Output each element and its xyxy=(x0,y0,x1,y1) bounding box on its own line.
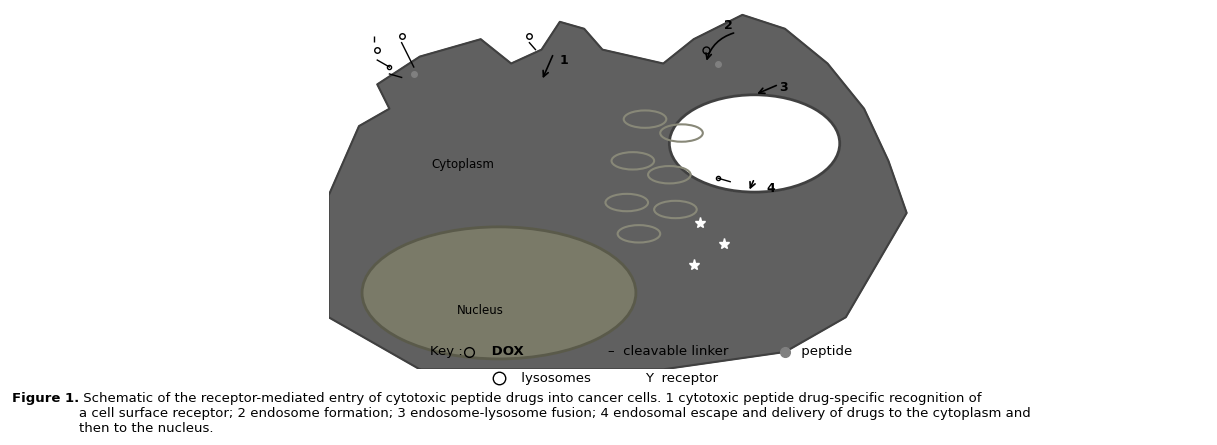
Text: DOX: DOX xyxy=(487,345,523,358)
Circle shape xyxy=(669,95,840,192)
Text: 2: 2 xyxy=(724,19,733,32)
Text: lysosomes: lysosomes xyxy=(517,372,591,385)
Text: 1: 1 xyxy=(560,53,568,67)
Text: –  cleavable linker: – cleavable linker xyxy=(608,345,729,358)
Text: Key :: Key : xyxy=(430,345,462,358)
Text: Y  receptor: Y receptor xyxy=(645,372,718,385)
Text: peptide: peptide xyxy=(797,345,852,358)
Text: 3: 3 xyxy=(779,81,787,94)
Text: Cytoplasm: Cytoplasm xyxy=(431,158,494,171)
Text: Nucleus: Nucleus xyxy=(458,304,504,317)
Text: Schematic of the receptor-mediated entry of cytotoxic peptide drugs into cancer : Schematic of the receptor-mediated entry… xyxy=(79,392,1031,435)
Polygon shape xyxy=(329,15,907,369)
Ellipse shape xyxy=(363,227,635,359)
Text: 4: 4 xyxy=(767,182,775,195)
Text: Figure 1.: Figure 1. xyxy=(12,392,79,405)
